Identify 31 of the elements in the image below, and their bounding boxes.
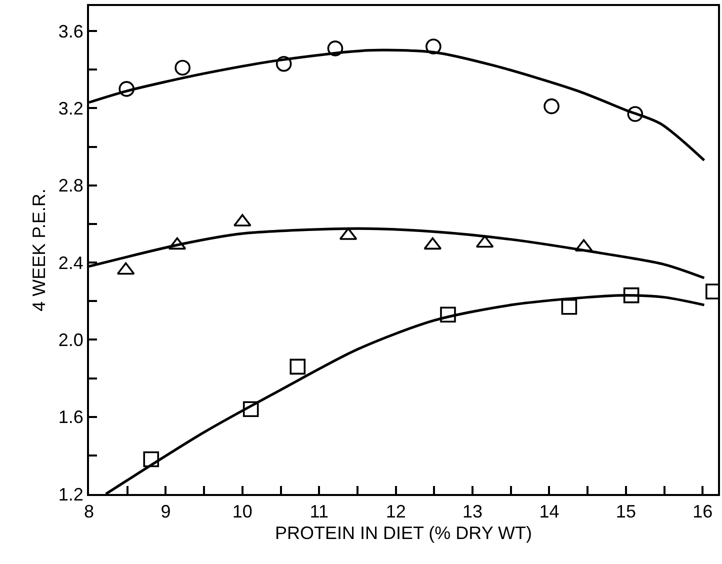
x-tick-label: 10 — [232, 502, 252, 522]
x-tick-label: 9 — [160, 502, 171, 522]
x-tick-label: 11 — [310, 502, 328, 522]
point — [426, 38, 442, 54]
point — [143, 451, 160, 468]
y-tick-label: 2.4 — [58, 252, 84, 273]
x-tick-label: 15 — [616, 502, 636, 522]
y-tick-label: 2.0 — [58, 330, 84, 350]
point — [544, 98, 560, 114]
x-tick-label: 12 — [386, 502, 406, 522]
point — [623, 287, 640, 304]
point — [561, 299, 578, 315]
point — [327, 40, 344, 56]
x-tick-label: 14 — [539, 502, 560, 522]
y-tick-label: 3.6 — [58, 21, 84, 42]
x-tick-label: 16 — [692, 502, 713, 522]
point — [242, 401, 259, 418]
point — [440, 306, 456, 323]
y-tick-label: 1.6 — [58, 407, 84, 428]
y-tick-label: 2.8 — [58, 176, 84, 196]
point — [118, 81, 134, 97]
point — [627, 106, 644, 122]
x-axis-title: PROTEIN IN DIET (% DRY WT) — [274, 523, 532, 544]
point — [174, 60, 190, 76]
y-axis-title: 4 WEEK P.E.R. — [29, 188, 50, 312]
x-tick-label: 8 — [84, 502, 94, 522]
x-tick-label: 13 — [462, 502, 483, 522]
point — [276, 56, 292, 72]
y-tick-label: 1.2 — [58, 484, 84, 504]
point — [290, 358, 306, 375]
y-tick-label: 3.2 — [58, 98, 84, 119]
